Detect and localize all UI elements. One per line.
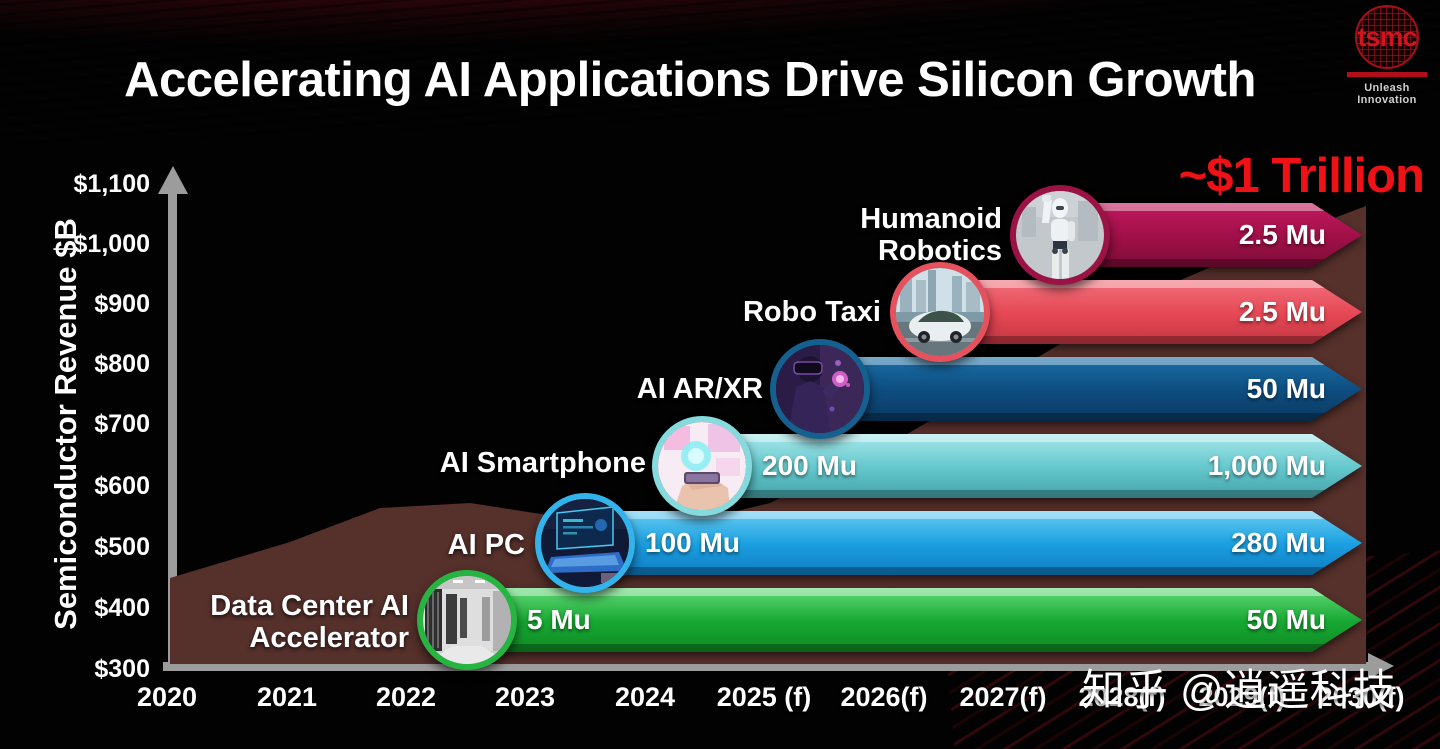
humanoid-robot-image (1016, 191, 1104, 279)
y-tick-300: $300 (94, 655, 150, 683)
humanoid-robotics-arrow (1060, 203, 1362, 267)
y-tick-900: $900 (94, 290, 150, 318)
ai-pc-end-value: 280 Mu (1231, 527, 1326, 558)
tsmc-tagline: Unleash Innovation (1357, 82, 1417, 106)
data-center-label: Data Center AI Accelerator (210, 590, 409, 655)
trillion-annotation: ~$1 Trillion (1178, 149, 1425, 203)
watermark: 知乎 @逍遥科技 (1082, 667, 1396, 715)
x-tick-2030f: 2030(f) (1317, 682, 1405, 712)
tsmc-wafer-icon: tsmc (1355, 5, 1419, 69)
ai-smartphone-image (658, 422, 746, 510)
ai-pc-image (541, 499, 629, 587)
x-tick-2028f: 2028(f) (1078, 682, 1166, 712)
x-tick-2022: 2022 (375, 682, 437, 712)
y-tick-600: $600 (94, 472, 150, 500)
x-tick-2029f: 2029(f) (1198, 682, 1286, 712)
ai-pc-label: AI PC (447, 529, 525, 561)
robo-taxi-image (896, 268, 984, 356)
y-tick-1100: $1,100 (73, 170, 150, 198)
ai-ar-xr-bar: 50 Mu (820, 357, 1362, 421)
ai-ar-xr-label: AI AR/XR (636, 373, 763, 405)
x-axis-line (163, 662, 1371, 671)
ai-smartphone-end-value: 1,000 Mu (1207, 450, 1326, 481)
ai-smartphone-start-value: 200 Mu (762, 450, 857, 481)
ai-pc-arrow (585, 511, 1362, 575)
humanoid-robot-photo (1010, 185, 1110, 285)
y-tick-400: $400 (94, 594, 150, 622)
data-center-bar: 5 Mu 50 Mu (467, 588, 1362, 652)
x-tick-2023: 2023 (494, 682, 556, 712)
ai-smartphone-label: AI Smartphone (439, 447, 646, 479)
ai-pc-photo (535, 493, 635, 593)
data-center-start-value: 5 Mu (527, 604, 591, 635)
ai-smartphone-photo (652, 416, 752, 516)
ar-xr-image (776, 345, 864, 433)
y-tick-500: $500 (94, 533, 150, 561)
robo-taxi-arrow (940, 280, 1362, 344)
x-tick-2026f: 2026(f) (840, 682, 928, 712)
x-axis-arrowhead (1368, 653, 1394, 679)
y-tick-800: $800 (94, 350, 150, 378)
page-title: Accelerating AI Applications Drive Silic… (124, 53, 1256, 107)
ai-ar-xr-end-value: 50 Mu (1246, 373, 1326, 404)
y-axis-arrowhead (158, 166, 188, 194)
ai-smartphone-bar: 200 Mu 1,000 Mu (702, 434, 1362, 498)
humanoid-robotics-bar: 2.5 Mu (1060, 203, 1362, 267)
humanoid-robotics-end-value: 2.5 Mu (1238, 219, 1326, 250)
y-axis-line (168, 192, 177, 666)
tsmc-logo-rule (1347, 72, 1427, 77)
data-center-arrow (467, 588, 1362, 652)
ar-xr-photo (770, 339, 870, 439)
data-center-image (423, 576, 511, 664)
y-tick-1000: $1,000 (73, 230, 150, 258)
x-tick-2024: 2024 (614, 682, 676, 712)
ai-pc-start-value: 100 Mu (645, 527, 740, 558)
x-tick-2027f: 2027(f) (959, 682, 1047, 712)
ai-ar-xr-arrow (820, 357, 1362, 421)
x-tick-2025f: 2025 (f) (716, 682, 812, 712)
robo-taxi-bar: 2.5 Mu (940, 280, 1362, 344)
robo-taxi-end-value: 2.5 Mu (1238, 296, 1326, 327)
robo-taxi-photo (890, 262, 990, 362)
data-center-photo (417, 570, 517, 670)
data-center-end-value: 50 Mu (1246, 604, 1326, 635)
x-tick-2021: 2021 (256, 682, 318, 712)
robo-taxi-label: Robo Taxi (742, 296, 881, 328)
tsmc-brand-text: tsmc (1357, 22, 1417, 52)
ai-pc-bar: 100 Mu 280 Mu (585, 511, 1362, 575)
y-tick-700: $700 (94, 410, 150, 438)
tsmc-logo: tsmc Unleash Innovation (1336, 5, 1438, 106)
humanoid-robotics-label: Humanoid Robotics (860, 203, 1002, 268)
ai-smartphone-arrow (702, 434, 1362, 498)
x-tick-2020: 2020 (136, 682, 198, 712)
